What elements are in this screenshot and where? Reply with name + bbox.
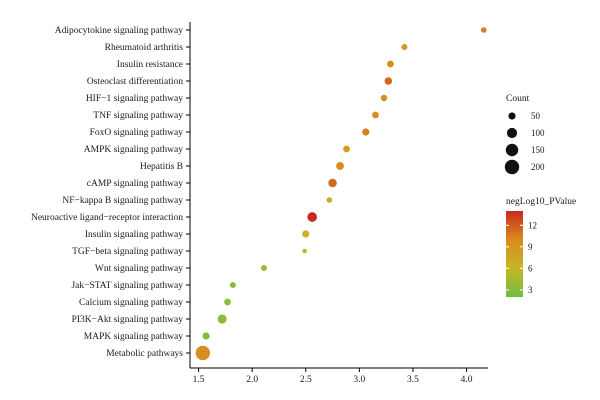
size-legend-title: Count [506,94,530,104]
size-legend-dot [504,159,520,175]
y-tick-label: AMPK signaling pathway [84,145,183,155]
y-tick-label: Neuroactive ligand−receptor interaction [31,213,183,223]
data-point [328,178,337,188]
size-legend-label: 200 [531,162,545,172]
data-point [380,94,388,102]
color-legend-ticks: 12 9 6 3 [506,220,537,295]
data-point [387,60,394,68]
size-legend-label: 100 [531,128,545,138]
color-legend-label: 9 [528,242,533,252]
y-tick-label: Jak−STAT signaling pathway [71,281,183,291]
color-legend: negLog10_PValue 12 9 6 3 [506,197,576,297]
color-legend-label: 3 [528,285,533,295]
y-tick-label: FoxO signaling pathway [90,128,184,138]
data-point [326,197,333,203]
data-point [195,345,211,361]
y-tick-label: Hepatitis B [140,162,183,172]
x-tick-label: 4.0 [461,375,473,385]
y-tick-label: Calcium signaling pathway [79,298,183,308]
y-tick-label: Rheumatoid arthritis [105,43,184,53]
data-point [229,281,236,289]
data-point [384,77,393,85]
color-scale-bar [506,211,523,297]
data-point [260,264,267,272]
size-legend-dot [506,127,518,139]
x-tick-label: 2.5 [300,375,312,385]
data-point [336,162,345,170]
data-point [302,248,307,254]
y-tick-label: MAPK signaling pathway [84,332,183,342]
y-tick-label: NF−kappa B signaling pathway [62,196,183,206]
data-point [202,332,210,340]
color-legend-label: 12 [528,220,537,230]
axes [189,22,488,369]
size-legend-label: 150 [531,145,545,155]
x-tick-label: 3.0 [353,375,365,385]
data-point [372,111,379,119]
y-tick-label: Insulin signaling pathway [85,230,183,240]
data-point [307,212,318,222]
data-point [362,128,370,136]
x-tick-label: 2.0 [246,375,258,385]
y-tick-label: TNF signaling pathway [93,111,183,121]
data-point [302,230,310,238]
y-tick-label: HIF−1 signaling pathway [86,94,183,104]
data-point [343,145,350,153]
y-tick-label: Metabolic pathways [106,349,183,359]
data-point [480,27,487,33]
y-tick-label: Adipocytokine signaling pathway [55,26,183,36]
y-tick-label: Wnt signaling pathway [95,264,183,274]
y-tick-label: PI3K−Akt signaling pathway [72,315,184,325]
y-tick-label: Osteoclast differentiation [87,76,183,87]
size-legend-dot [508,112,516,120]
data-point [224,298,231,306]
x-tick-label: 1.5 [193,375,205,385]
x-tick-label: 3.5 [407,375,419,385]
color-legend-label: 6 [528,263,533,273]
data-points [195,27,487,361]
size-legend-dot [505,143,519,157]
y-tick-label: cAMP signaling pathway [87,179,183,189]
size-legend: Count 50 100 150 200 [504,94,545,175]
color-legend-title: negLog10_PValue [506,197,576,207]
size-legend-items: 50 100 150 200 [504,111,545,175]
data-point [401,43,408,51]
size-legend-label: 50 [531,111,541,121]
y-tick-label: Insulin resistance [117,60,183,70]
data-point [217,314,227,324]
x-axis-ticks: 1.5 2.0 2.5 3.0 3.5 4.0 [193,368,473,385]
y-axis-ticks: Adipocytokine signaling pathway Rheumatoi… [31,26,190,359]
y-tick-label: TGF−beta signaling pathway [72,247,183,257]
